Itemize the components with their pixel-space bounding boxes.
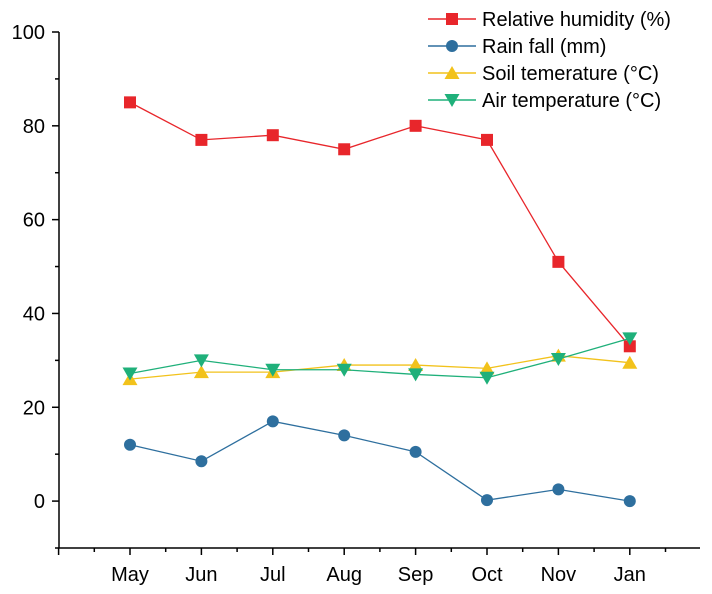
data-point bbox=[623, 340, 636, 353]
data-point bbox=[552, 255, 565, 268]
data-point bbox=[622, 332, 638, 346]
data-point bbox=[408, 368, 424, 382]
y-tick-label: 40 bbox=[23, 303, 45, 325]
data-point bbox=[124, 96, 136, 109]
data-point bbox=[623, 495, 636, 508]
y-tick-label: 0 bbox=[34, 491, 45, 513]
legend-item: Relative humidity (%) bbox=[428, 9, 671, 31]
data-point bbox=[265, 363, 281, 377]
legend-item: Soil temerature (°C) bbox=[428, 63, 659, 85]
data-point bbox=[479, 361, 495, 375]
x-tick-label: Nov bbox=[541, 564, 577, 586]
series-0 bbox=[124, 96, 636, 353]
data-point bbox=[338, 429, 351, 442]
data-point bbox=[122, 367, 138, 381]
data-point bbox=[336, 363, 352, 377]
data-point bbox=[481, 494, 493, 507]
legend-label: Air temperature (°C) bbox=[482, 90, 661, 112]
legend-label: Soil temerature (°C) bbox=[482, 63, 659, 85]
data-point bbox=[552, 483, 565, 496]
data-point bbox=[622, 355, 638, 369]
x-tick-label: Jan bbox=[614, 564, 646, 586]
legend-label: Relative humidity (%) bbox=[482, 9, 671, 31]
x-tick-label: Aug bbox=[326, 564, 362, 586]
data-point bbox=[193, 365, 209, 379]
legend-marker bbox=[446, 40, 458, 52]
data-point bbox=[195, 455, 208, 468]
data-point bbox=[481, 133, 493, 146]
legend-item: Rain fall (mm) bbox=[428, 36, 606, 58]
legend: Relative humidity (%) Rain fall (mm) Soil … bbox=[428, 9, 671, 112]
legend-marker bbox=[446, 13, 458, 25]
x-tick-label: Sep bbox=[398, 564, 434, 586]
series-line bbox=[129, 337, 630, 379]
data-point bbox=[195, 133, 208, 146]
data-point bbox=[409, 119, 422, 132]
series-line bbox=[129, 420, 630, 502]
data-point bbox=[266, 129, 279, 142]
x-tick-label: Jun bbox=[185, 564, 217, 586]
series-1 bbox=[124, 415, 636, 508]
x-tick-label: May bbox=[111, 564, 149, 586]
series-line bbox=[129, 101, 631, 347]
legend-marker bbox=[444, 94, 460, 107]
data-point bbox=[266, 415, 279, 428]
axes: 0 20 40 60 80 100 May Jun Jul Aug Sep Oct Nov Jan bbox=[12, 22, 700, 586]
x-tick-label: Oct bbox=[471, 564, 503, 586]
y-tick-label: 20 bbox=[23, 397, 45, 419]
y-tick-label: 60 bbox=[23, 210, 45, 232]
x-tick-label: Jul bbox=[260, 564, 286, 586]
data-point bbox=[408, 358, 424, 372]
data-point bbox=[338, 143, 351, 156]
legend-marker bbox=[444, 66, 460, 79]
legend-item: Air temperature (°C) bbox=[428, 90, 661, 112]
y-tick-label: 80 bbox=[23, 116, 45, 138]
y-tick-label: 100 bbox=[12, 22, 45, 44]
legend-label: Rain fall (mm) bbox=[482, 36, 606, 58]
series-line bbox=[129, 355, 630, 380]
data-point bbox=[550, 352, 566, 366]
data-point bbox=[124, 438, 136, 451]
series-3 bbox=[122, 332, 638, 385]
data-point bbox=[409, 445, 422, 458]
data-point bbox=[479, 371, 495, 385]
series-layer bbox=[122, 96, 638, 508]
data-point bbox=[193, 354, 209, 368]
